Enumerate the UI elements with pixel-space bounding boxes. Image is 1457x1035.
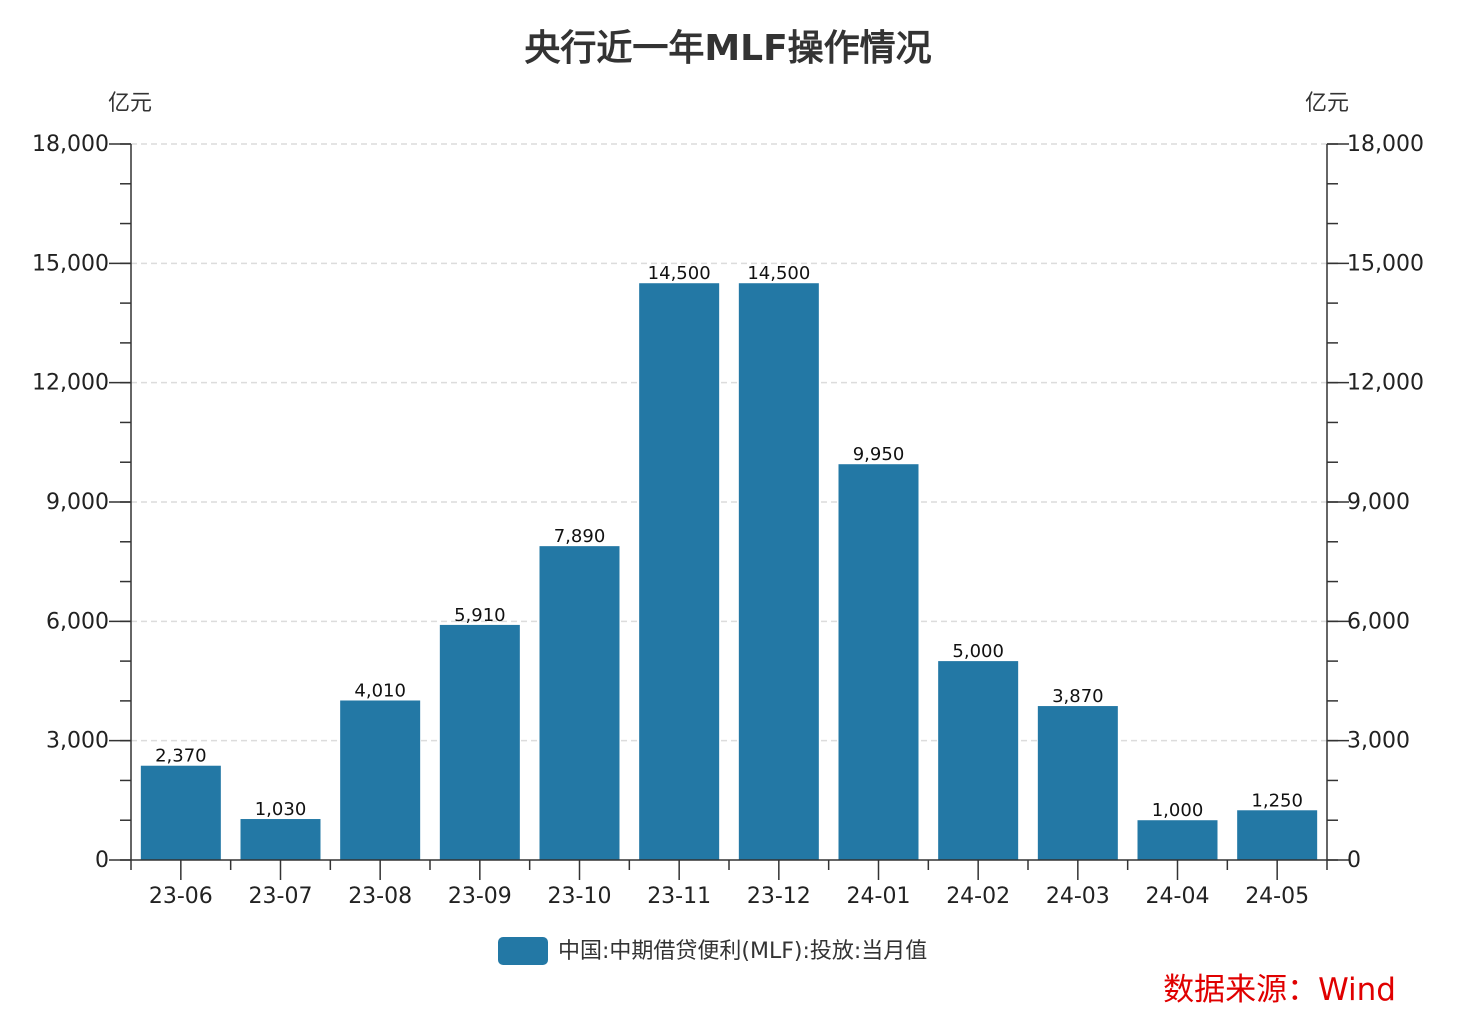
x-tick-label: 23-10	[548, 884, 612, 909]
x-tick-label: 23-12	[747, 884, 811, 909]
bar	[838, 464, 919, 860]
x-tick-label: 24-02	[946, 884, 1010, 909]
y-tick-label-left: 3,000	[46, 729, 109, 754]
bar-data-label: 9,950	[853, 444, 905, 465]
chart-title: 央行近一年MLF操作情况	[524, 28, 931, 69]
y-tick-label-right: 18,000	[1347, 132, 1424, 157]
x-tick-label: 24-04	[1146, 884, 1210, 909]
bar	[1237, 810, 1318, 860]
bar	[938, 661, 1019, 860]
x-tick-label: 23-08	[348, 884, 412, 909]
y-tick-label-left: 0	[95, 848, 109, 873]
bar	[1137, 820, 1218, 860]
bar	[140, 765, 221, 860]
bar	[340, 700, 421, 860]
bar-data-label: 14,500	[747, 263, 810, 284]
gridlines	[131, 143, 1327, 742]
bar-data-label: 2,370	[155, 746, 207, 767]
bar-data-label: 3,870	[1052, 686, 1104, 707]
y-tick-label-left: 12,000	[32, 371, 109, 396]
bar	[738, 283, 819, 860]
y-tick-label-right: 9,000	[1347, 490, 1410, 515]
bar-data-label: 1,250	[1251, 790, 1303, 811]
bar-data-label: 1,030	[255, 799, 307, 820]
legend-label: 中国:中期借贷便利(MLF):投放:当月值	[558, 939, 927, 964]
y-tick-label-right: 3,000	[1347, 729, 1410, 754]
x-tick-label: 23-07	[249, 884, 313, 909]
bar	[240, 819, 321, 860]
legend-swatch	[498, 937, 548, 965]
y-axis-right-unit: 亿元	[1305, 91, 1349, 116]
bar-data-label: 4,010	[354, 680, 406, 701]
bar	[1037, 706, 1118, 860]
x-tick-label: 24-05	[1245, 884, 1309, 909]
bar-data-label: 7,890	[554, 526, 606, 547]
x-tick-label: 23-06	[149, 884, 213, 909]
x-tick-label: 24-03	[1046, 884, 1110, 909]
bar	[639, 283, 720, 860]
y-tick-label-right: 6,000	[1347, 609, 1410, 634]
bar	[539, 546, 620, 860]
legend[interactable]: 中国:中期借贷便利(MLF):投放:当月值	[498, 937, 927, 965]
bar-data-label: 14,500	[648, 263, 711, 284]
y-tick-label-left: 18,000	[32, 132, 109, 157]
y-tick-label-left: 6,000	[46, 609, 109, 634]
y-tick-label-right: 0	[1347, 848, 1361, 873]
axes: 23-06 23-07 23-08 23-09 23-10 23-11 23-12 24-01…	[32, 132, 1424, 909]
x-tick-label: 23-11	[647, 884, 711, 909]
bar-data-label: 5,000	[952, 641, 1004, 662]
y-tick-label-right: 15,000	[1347, 251, 1424, 276]
y-tick-label-left: 9,000	[46, 490, 109, 515]
bar-data-label: 1,000	[1152, 800, 1204, 821]
y-axis-left-unit: 亿元	[108, 91, 152, 116]
bars: 2,370 1,030 4,010 5,910 7,890 14,500 14,500 9,9…	[140, 263, 1318, 860]
source-note: 数据来源：Wind	[1163, 972, 1396, 1008]
x-tick-label: 23-09	[448, 884, 512, 909]
y-tick-label-left: 15,000	[32, 251, 109, 276]
y-tick-label-right: 12,000	[1347, 371, 1424, 396]
bar-data-label: 5,910	[454, 605, 506, 626]
x-tick-label: 24-01	[847, 884, 911, 909]
bar	[439, 624, 520, 860]
